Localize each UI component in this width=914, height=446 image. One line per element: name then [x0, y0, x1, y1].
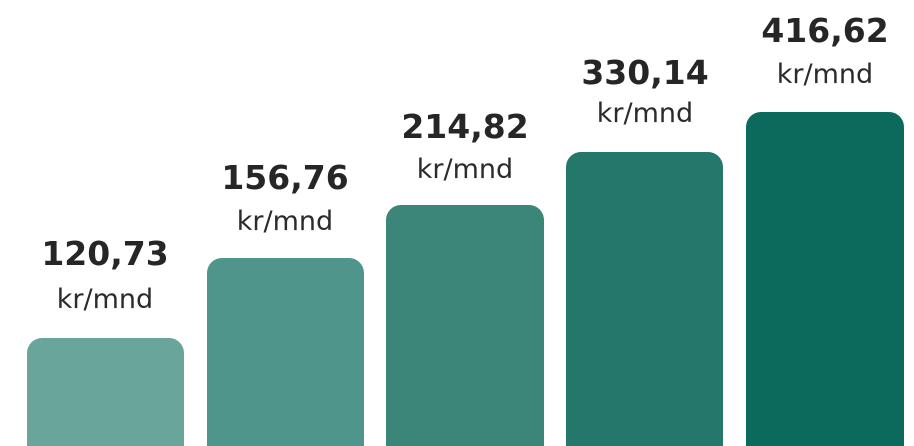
price: 156,76 [221, 158, 348, 197]
tier-bar [746, 112, 904, 446]
tier-bar [386, 205, 544, 446]
unit: kr/mnd [237, 206, 333, 237]
unit: kr/mnd [57, 284, 153, 315]
tier-bar [207, 258, 364, 446]
price: 214,82 [401, 107, 528, 146]
price: 416,62 [761, 11, 888, 50]
tier-bar [566, 152, 723, 446]
unit: kr/mnd [777, 59, 873, 90]
price: 120,73 [41, 234, 168, 273]
tier-bar [27, 338, 184, 446]
unit: kr/mnd [597, 98, 693, 129]
price: 330,14 [581, 53, 708, 92]
unit: kr/mnd [417, 154, 513, 185]
